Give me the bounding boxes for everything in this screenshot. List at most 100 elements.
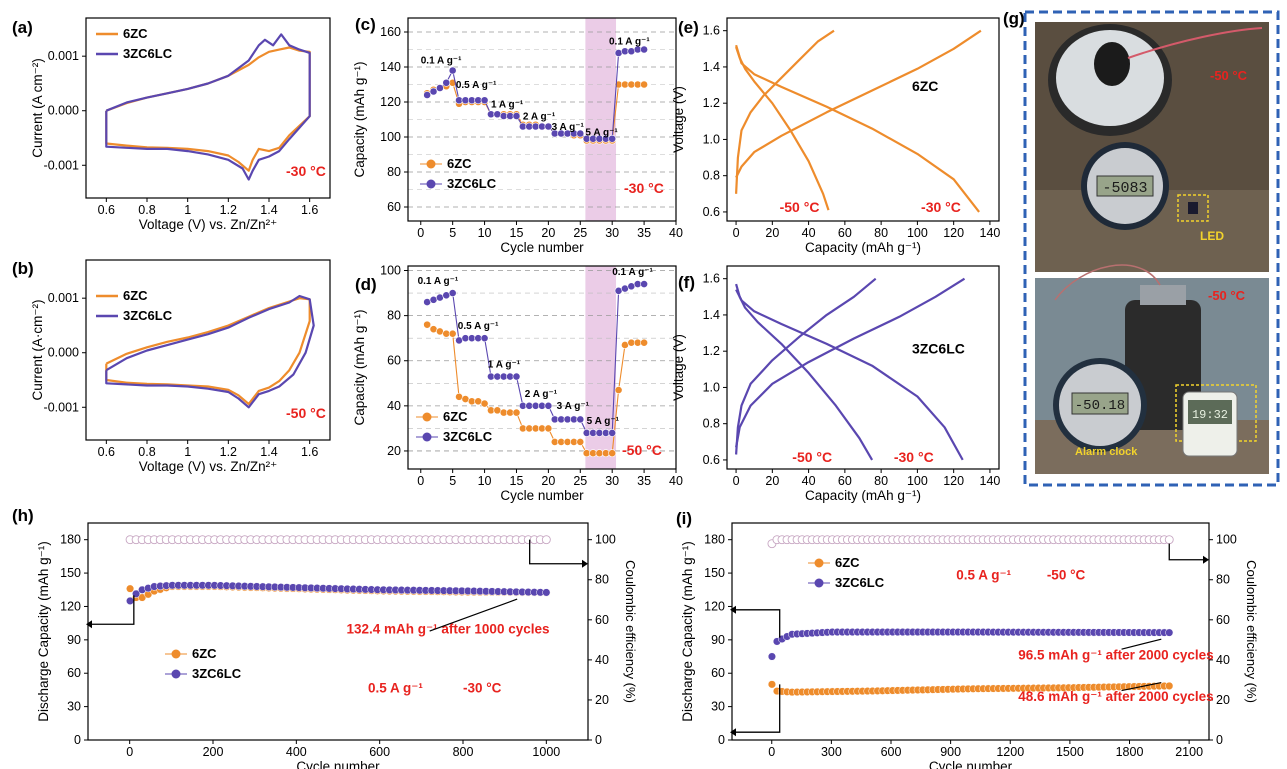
x-tick-label-d: 35 [637,474,651,488]
y-tick-label-d: 20 [387,444,401,458]
retention-note-6zc-i: 48.6 mAh g⁻¹ after 2000 cycles [1018,689,1213,704]
legend-label-a: 3ZC6LC [123,46,173,61]
temp-note-h: -30 °C [463,680,502,695]
y-tick-label-e: 1.0 [703,132,720,146]
legend-swatch-marker-c [426,159,436,169]
rate-label-c: 0.1 A g⁻¹ [609,36,650,47]
y-tick-label-h: 90 [67,633,81,647]
y-tick-label-a: -0.001 [44,158,79,172]
panel-label-g: (g) [1003,9,1025,28]
series-d-6zc-point [640,338,648,347]
led-icon [1188,202,1198,214]
y-tick-label-i: 0 [718,733,725,747]
y-right-tick-label-i: 100 [1216,533,1237,547]
y-axis-label-f: Voltage (V) [671,334,686,401]
x-tick-label-e: 100 [907,226,928,240]
y-tick-label-h: 120 [60,599,81,613]
x-tick-label-f: 0 [733,474,740,488]
x-tick-label-d: 25 [573,474,587,488]
series-d-3zc6lc-point [576,415,585,424]
temperature-annotation-a: -30 °C [286,163,326,179]
series-c-3zc6lc-point [576,129,585,138]
x-tick-label-i: 1500 [1056,745,1084,759]
x-tick-label-i: 2100 [1175,745,1203,759]
plot-frame-b [85,259,331,441]
series-c-3zc6lc-point [544,122,553,131]
series-c-3zc6lc-point [608,134,617,143]
x-tick-label-d: 20 [541,474,555,488]
x-axis-label-b: Voltage (V) vs. Zn/Zn²⁺ [139,459,277,474]
x-tick-label-h: 200 [203,745,224,759]
rate-label-c: 0.5 A g⁻¹ [456,80,497,91]
x-tick-label-e: 40 [802,226,816,240]
wire-icon [1127,27,1263,59]
panel-label-h: (h) [12,506,34,525]
legend-label-d: 3ZC6LC [443,429,493,444]
series-i-6zc-point [1165,681,1174,690]
legend-label-h: 6ZC [192,646,217,661]
x-tick-label-a: 0.6 [98,203,115,217]
series-c-3zc6lc-point [493,110,502,119]
temp-label-f: -50 °C [792,449,832,465]
series-c-3zc6lc-point [640,45,648,54]
photo-led-tag: LED [1200,229,1224,243]
temp-note-i: -50 °C [1047,567,1086,582]
x-tick-label-c: 5 [449,226,456,240]
panel-label-i: (i) [676,509,692,528]
left-axis-arrow-i-2 [736,684,781,733]
series-c-3zc6lc-point [423,91,432,99]
temp-label-f: -30 °C [894,449,934,465]
rate-note-h: 0.5 A g⁻¹ [368,680,423,695]
series-d-6zc-point [544,424,553,433]
y-right-tick-label-h: 40 [595,653,609,667]
series-f--50-c-charge [735,277,877,455]
y-tick-label-d: 40 [387,399,401,413]
legend-swatch-marker-h [171,669,181,679]
right-axis-arrow-i [1168,543,1203,561]
y-tick-label-h: 180 [60,533,81,547]
led-highlight-box [1177,194,1209,222]
x-axis-label-c: Cycle number [500,240,584,255]
pointer-arrow-6zc-i [1121,681,1162,692]
series-c-3zc6lc-point [480,96,489,105]
y-tick-label-d: 60 [387,354,401,368]
legend-swatch-marker-h [171,649,181,659]
plot-frame-i [731,522,1210,741]
x-axis-label-f: Capacity (mAh g⁻¹) [805,488,921,503]
y-tick-label-e: 0.8 [703,169,720,183]
y-tick-label-i: 30 [711,700,725,714]
left-axis-arrow-h [92,595,135,625]
x-tick-label-c: 40 [669,226,683,240]
x-tick-label-d: 10 [478,474,492,488]
series-c-3zc6lc-point [429,87,438,96]
x-axis-label-h: Cycle number [296,759,380,769]
series-d-6zc-point [614,386,623,394]
chart-f: 0 20 40 60 80 100 120 140 0.6 0.8 1.0 1.2 1.4 1.6 Capa… [671,265,1000,503]
series-d-3zc6lc-point [512,372,521,381]
rate-note-i: 0.5 A g⁻¹ [956,567,1011,582]
x-tick-label-b: 0.6 [98,445,115,459]
series-i-3zc6lc-point [767,652,776,661]
y-axis-label-h: Discharge Capacity (mAh g⁻¹) [36,541,51,721]
y-tick-label-i: 60 [711,666,725,680]
photo-led: -50 °C -5083 LED [1035,22,1269,272]
legend-swatch-marker-d [422,412,432,422]
y-tick-label-e: 1.2 [703,96,720,110]
x-tick-label-e: 140 [980,226,1001,240]
y-axis-label-b: Current (A·cm⁻²) [30,300,45,401]
y-tick-label-b: 0.001 [48,291,79,305]
rate-label-d: 1 A g⁻¹ [488,360,521,371]
plot-frame-c [407,17,677,222]
y-tick-label-b: 0.000 [48,346,79,360]
x-tick-label-b: 1 [184,445,191,459]
y-right-tick-label-i: 0 [1216,733,1223,747]
chart-h: 0 200 400 600 800 1000 0 30 60 90 120 150 180 0 20 40 60… [12,506,638,769]
series-i-6zc-point [767,680,776,689]
x-tick-label-a: 0.8 [138,203,155,217]
series-d-3zc6lc-point [640,280,648,288]
x-tick-label-a: 1.4 [260,203,277,217]
series-c-3zc6lc-point [442,78,451,87]
rate-label-d: 0.5 A g⁻¹ [458,321,499,332]
x-tick-label-d: 5 [449,474,456,488]
y-axis-label-a: Current (A cm⁻²) [30,58,45,157]
